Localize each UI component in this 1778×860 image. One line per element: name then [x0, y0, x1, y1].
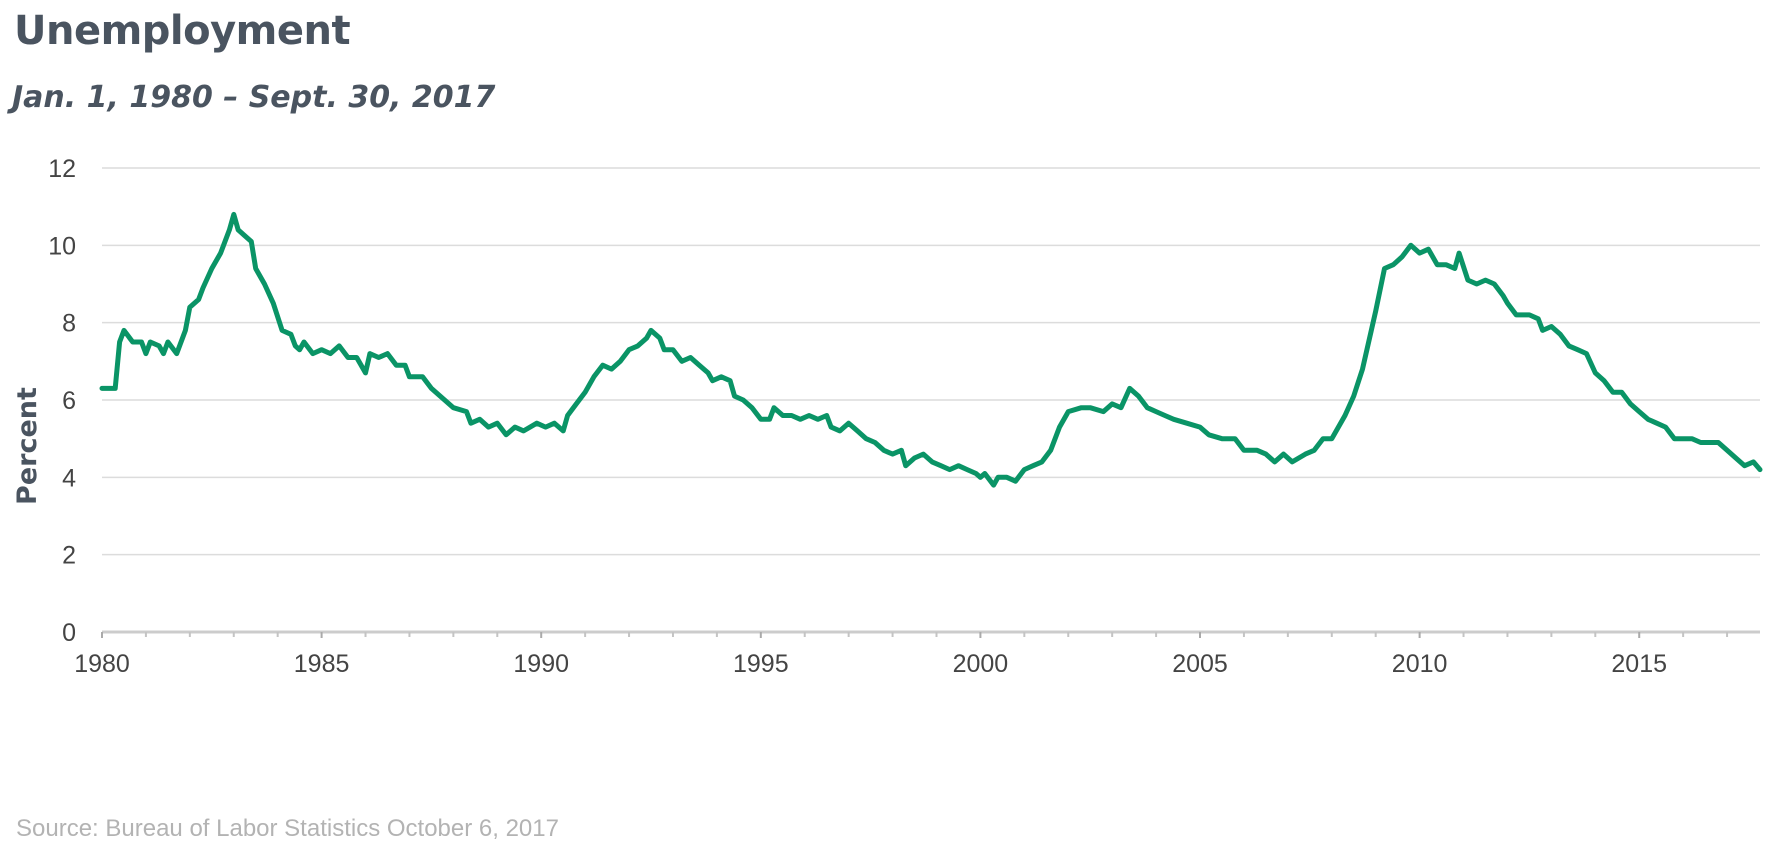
y-tick-label: 6 — [62, 387, 76, 415]
y-tick-label: 4 — [62, 464, 76, 492]
x-tick-label: 1995 — [733, 650, 789, 678]
unemployment-series-line — [99, 211, 1763, 488]
x-tick-label: 1985 — [294, 650, 350, 678]
x-axis — [101, 630, 1760, 638]
gridlines — [102, 167, 1760, 556]
y-tick-label: 2 — [62, 542, 76, 570]
x-tick-label: 2005 — [1172, 650, 1228, 678]
y-tick-label: 10 — [48, 232, 76, 260]
y-tick-label: 0 — [62, 619, 76, 647]
x-tick-label: 1990 — [513, 650, 569, 678]
chart-subtitle: Jan. 1, 1980 – Sept. 30, 2017 — [12, 80, 496, 115]
x-tick-label: 2010 — [1392, 650, 1448, 678]
chart-title: Unemployment — [14, 8, 351, 54]
y-tick-label: 12 — [48, 155, 76, 183]
x-tick-label: 1980 — [74, 650, 130, 678]
y-axis-label: Percent — [12, 387, 43, 505]
chart-source: Source: Bureau of Labor Statistics Octob… — [16, 815, 559, 842]
y-axis: 0 2 4 6 8 10 12 — [48, 155, 76, 647]
y-tick-label: 8 — [62, 310, 76, 338]
x-tick-labels: 1980 1985 1990 1995 2000 2005 2010 2015 — [74, 650, 1667, 678]
x-tick-label: 2000 — [953, 650, 1009, 678]
x-tick-label: 2015 — [1611, 650, 1667, 678]
